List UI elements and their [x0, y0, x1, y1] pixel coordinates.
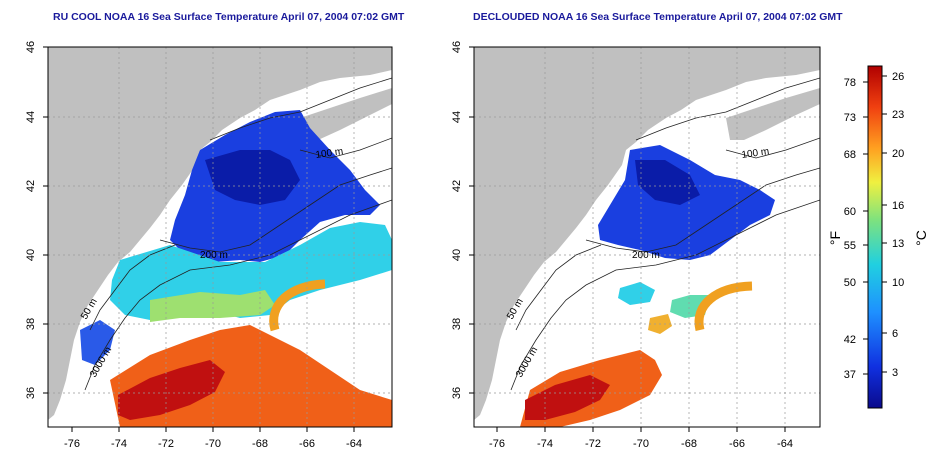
colorbar-celsius-tick: 23 — [892, 109, 904, 121]
right-x-tick-label: -70 — [633, 438, 649, 450]
colorbar-fahrenheit-tick: 73 — [844, 112, 856, 124]
left-map-label-100m: 100 m — [315, 146, 344, 161]
colorbar-ticks — [863, 75, 887, 375]
right-y-tick-label: 42 — [451, 180, 463, 192]
left-map-y-ticks — [43, 46, 48, 394]
colorbar-fahrenheit-tick: 68 — [844, 149, 856, 161]
right-map-grid — [474, 47, 820, 427]
colorbar-fahrenheit-tick: 37 — [844, 369, 856, 381]
right-map-depth-contour-200m — [585, 167, 820, 253]
right-map-frame — [473, 46, 821, 428]
left-map-depth-contour-50m — [89, 244, 176, 331]
left-y-tick-label: 38 — [25, 318, 37, 330]
right-map-gulf-of-maine-water — [635, 160, 700, 205]
right-map-nova-scotia — [726, 88, 820, 140]
right-map-y-ticks — [469, 46, 474, 394]
left-x-tick-label: -64 — [346, 438, 362, 450]
left-map-grid — [48, 47, 392, 427]
colorbar-celsius-tick: 20 — [892, 148, 904, 160]
left-map-warm-band — [150, 290, 275, 322]
right-map-depth-contour-50m — [515, 244, 602, 331]
left-map-nova-scotia — [300, 88, 392, 140]
right-x-tick-label: -74 — [537, 438, 553, 450]
right-y-tick-label: 46 — [451, 41, 463, 53]
colorbar-celsius-tick: 16 — [892, 200, 904, 212]
left-map-label-200m: 200 m — [200, 250, 228, 261]
left-map-gulf-stream-core — [118, 360, 225, 420]
left-y-tick-label: 40 — [25, 249, 37, 261]
colorbar-fahrenheit-tick: 78 — [844, 77, 856, 89]
left-x-tick-label: -74 — [111, 438, 127, 450]
right-map-panel: 100 m 200 m 50 m 3000 m -76 -74 -72 -70 … — [451, 41, 821, 450]
left-map-panel: 100 m 200 m 50 m 3000 m -76 -74 -72 -70 … — [25, 41, 393, 450]
right-map-title: DECLOUDED NOAA 16 Sea Surface Temperatur… — [473, 11, 843, 23]
left-map-land-mass — [48, 47, 392, 420]
colorbar-celsius-tick: 3 — [892, 367, 898, 379]
colorbar-celsius-unit: °C — [913, 230, 929, 246]
left-x-tick-label: -68 — [252, 438, 268, 450]
colorbar: 78 73 68 60 55 50 42 37 26 23 20 16 13 1… — [827, 65, 929, 409]
colorbar-gradient — [867, 65, 883, 409]
right-map-depth-contour-3000m — [510, 199, 820, 391]
right-y-tick-label: 36 — [451, 387, 463, 399]
left-x-tick-label: -70 — [205, 438, 221, 450]
left-y-tick-label: 46 — [25, 41, 37, 53]
colorbar-fahrenheit-unit: °F — [827, 231, 843, 245]
right-y-tick-label: 44 — [451, 111, 463, 123]
left-map-depth-contour-3000m — [84, 199, 392, 391]
right-y-tick-label: 38 — [451, 318, 463, 330]
right-map-depth-contour-100m — [635, 77, 820, 159]
right-map-label-200m: 200 m — [632, 250, 660, 261]
right-x-tick-label: -72 — [585, 438, 601, 450]
left-x-tick-label: -72 — [158, 438, 174, 450]
left-map-depth-contour-200m — [159, 167, 392, 253]
right-map-slope-water — [618, 282, 655, 305]
right-x-tick-label: -68 — [681, 438, 697, 450]
right-map-x-ticks — [496, 427, 786, 432]
left-map-title: RU COOL NOAA 16 Sea Surface Temperature … — [53, 11, 405, 23]
colorbar-celsius-tick: 26 — [892, 71, 904, 83]
colorbar-fahrenheit-tick: 42 — [844, 334, 856, 346]
left-map-x-ticks — [71, 427, 355, 432]
left-y-tick-label: 42 — [25, 180, 37, 192]
colorbar-celsius-tick: 6 — [892, 328, 898, 340]
colorbar-celsius-tick: 13 — [892, 238, 904, 250]
colorbar-fahrenheit-tick: 60 — [844, 206, 856, 218]
right-map-gulf-stream-core — [525, 375, 610, 420]
colorbar-fahrenheit-tick: 50 — [844, 277, 856, 289]
left-map-frame — [47, 46, 393, 428]
left-x-tick-label: -76 — [64, 438, 80, 450]
right-map-label-100m: 100 m — [741, 146, 770, 161]
left-map-warm-core-ring — [269, 279, 326, 332]
colorbar-fahrenheit-tick: 55 — [844, 240, 856, 252]
right-map-land-mass — [474, 47, 820, 420]
left-y-tick-label: 36 — [25, 387, 37, 399]
colorbar-celsius-tick: 10 — [892, 277, 904, 289]
right-y-tick-label: 40 — [451, 249, 463, 261]
right-x-tick-label: -66 — [729, 438, 745, 450]
right-x-tick-label: -64 — [777, 438, 793, 450]
left-map-coastal-water — [80, 320, 115, 365]
right-map-warm-core-ring — [694, 281, 753, 332]
left-x-tick-label: -66 — [299, 438, 315, 450]
right-x-tick-label: -76 — [489, 438, 505, 450]
left-map-depth-contour-100m — [209, 77, 392, 159]
left-map-gulf-of-maine-water — [205, 150, 300, 205]
left-y-tick-label: 44 — [25, 111, 37, 123]
